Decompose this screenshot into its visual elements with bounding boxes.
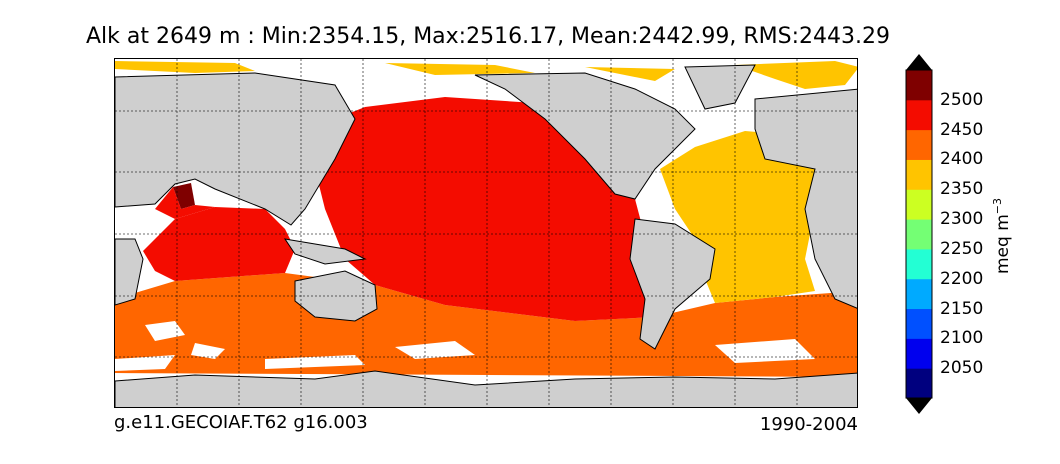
antarctica-land <box>115 370 857 407</box>
arctic-region-4 <box>735 61 857 89</box>
colorbar-tick-label: 2150 <box>940 298 984 319</box>
colorbar-bin <box>906 219 932 250</box>
colorbar-tick-label: 2300 <box>940 209 984 230</box>
colorbar <box>905 54 933 414</box>
map-canvas <box>115 59 857 407</box>
colorbar-tick-label: 2250 <box>940 238 984 259</box>
africa-land <box>115 238 144 306</box>
colorbar-tick-label: 2400 <box>940 149 984 170</box>
indian-ocean-region <box>143 207 295 281</box>
colorbar-unit-label: meq m−3 <box>991 198 1013 274</box>
colorbar-tick-label: 2100 <box>940 328 984 349</box>
colorbar-bin <box>906 70 932 101</box>
arctic-region-2 <box>385 63 535 75</box>
arctic-region <box>115 61 255 73</box>
colorbar-over-arrow <box>906 54 932 70</box>
period-caption: 1990-2004 <box>759 414 858 435</box>
arabian-sea-region <box>155 187 215 219</box>
colorbar-bin <box>906 368 932 399</box>
plot-title: Alk at 2649 m : Min:2354.15, Max:2516.17… <box>85 24 890 49</box>
south-america-land <box>629 218 716 350</box>
colorbar-bin <box>906 99 932 131</box>
europe-africa-land <box>754 88 857 309</box>
colorbar-bin <box>906 308 932 339</box>
colorbar-bin <box>906 159 932 190</box>
colorbar-bin <box>906 278 932 310</box>
north-america-land <box>474 72 696 200</box>
colorbar-tick-label: 2050 <box>940 358 984 379</box>
arctic-region-3 <box>585 67 675 81</box>
colorbar-bin <box>906 248 932 280</box>
colorbar-under-arrow <box>906 398 932 414</box>
indonesia-land <box>283 238 367 265</box>
colorbar-tick-label: 2450 <box>940 119 984 140</box>
run-id-caption: g.e11.GECOIAF.T62 g16.003 <box>114 412 368 433</box>
arabian-sea-spot <box>173 183 195 209</box>
ocean-map <box>114 58 858 408</box>
colorbar-tick-label: 2500 <box>940 89 984 110</box>
colorbar-bin <box>906 129 932 160</box>
colorbar-bin <box>906 189 932 220</box>
colorbar-tick-label: 2350 <box>940 179 984 200</box>
pacific-ocean-region <box>315 97 655 321</box>
colorbar-tick-label: 2200 <box>940 268 984 289</box>
colorbar-bin <box>906 338 932 369</box>
